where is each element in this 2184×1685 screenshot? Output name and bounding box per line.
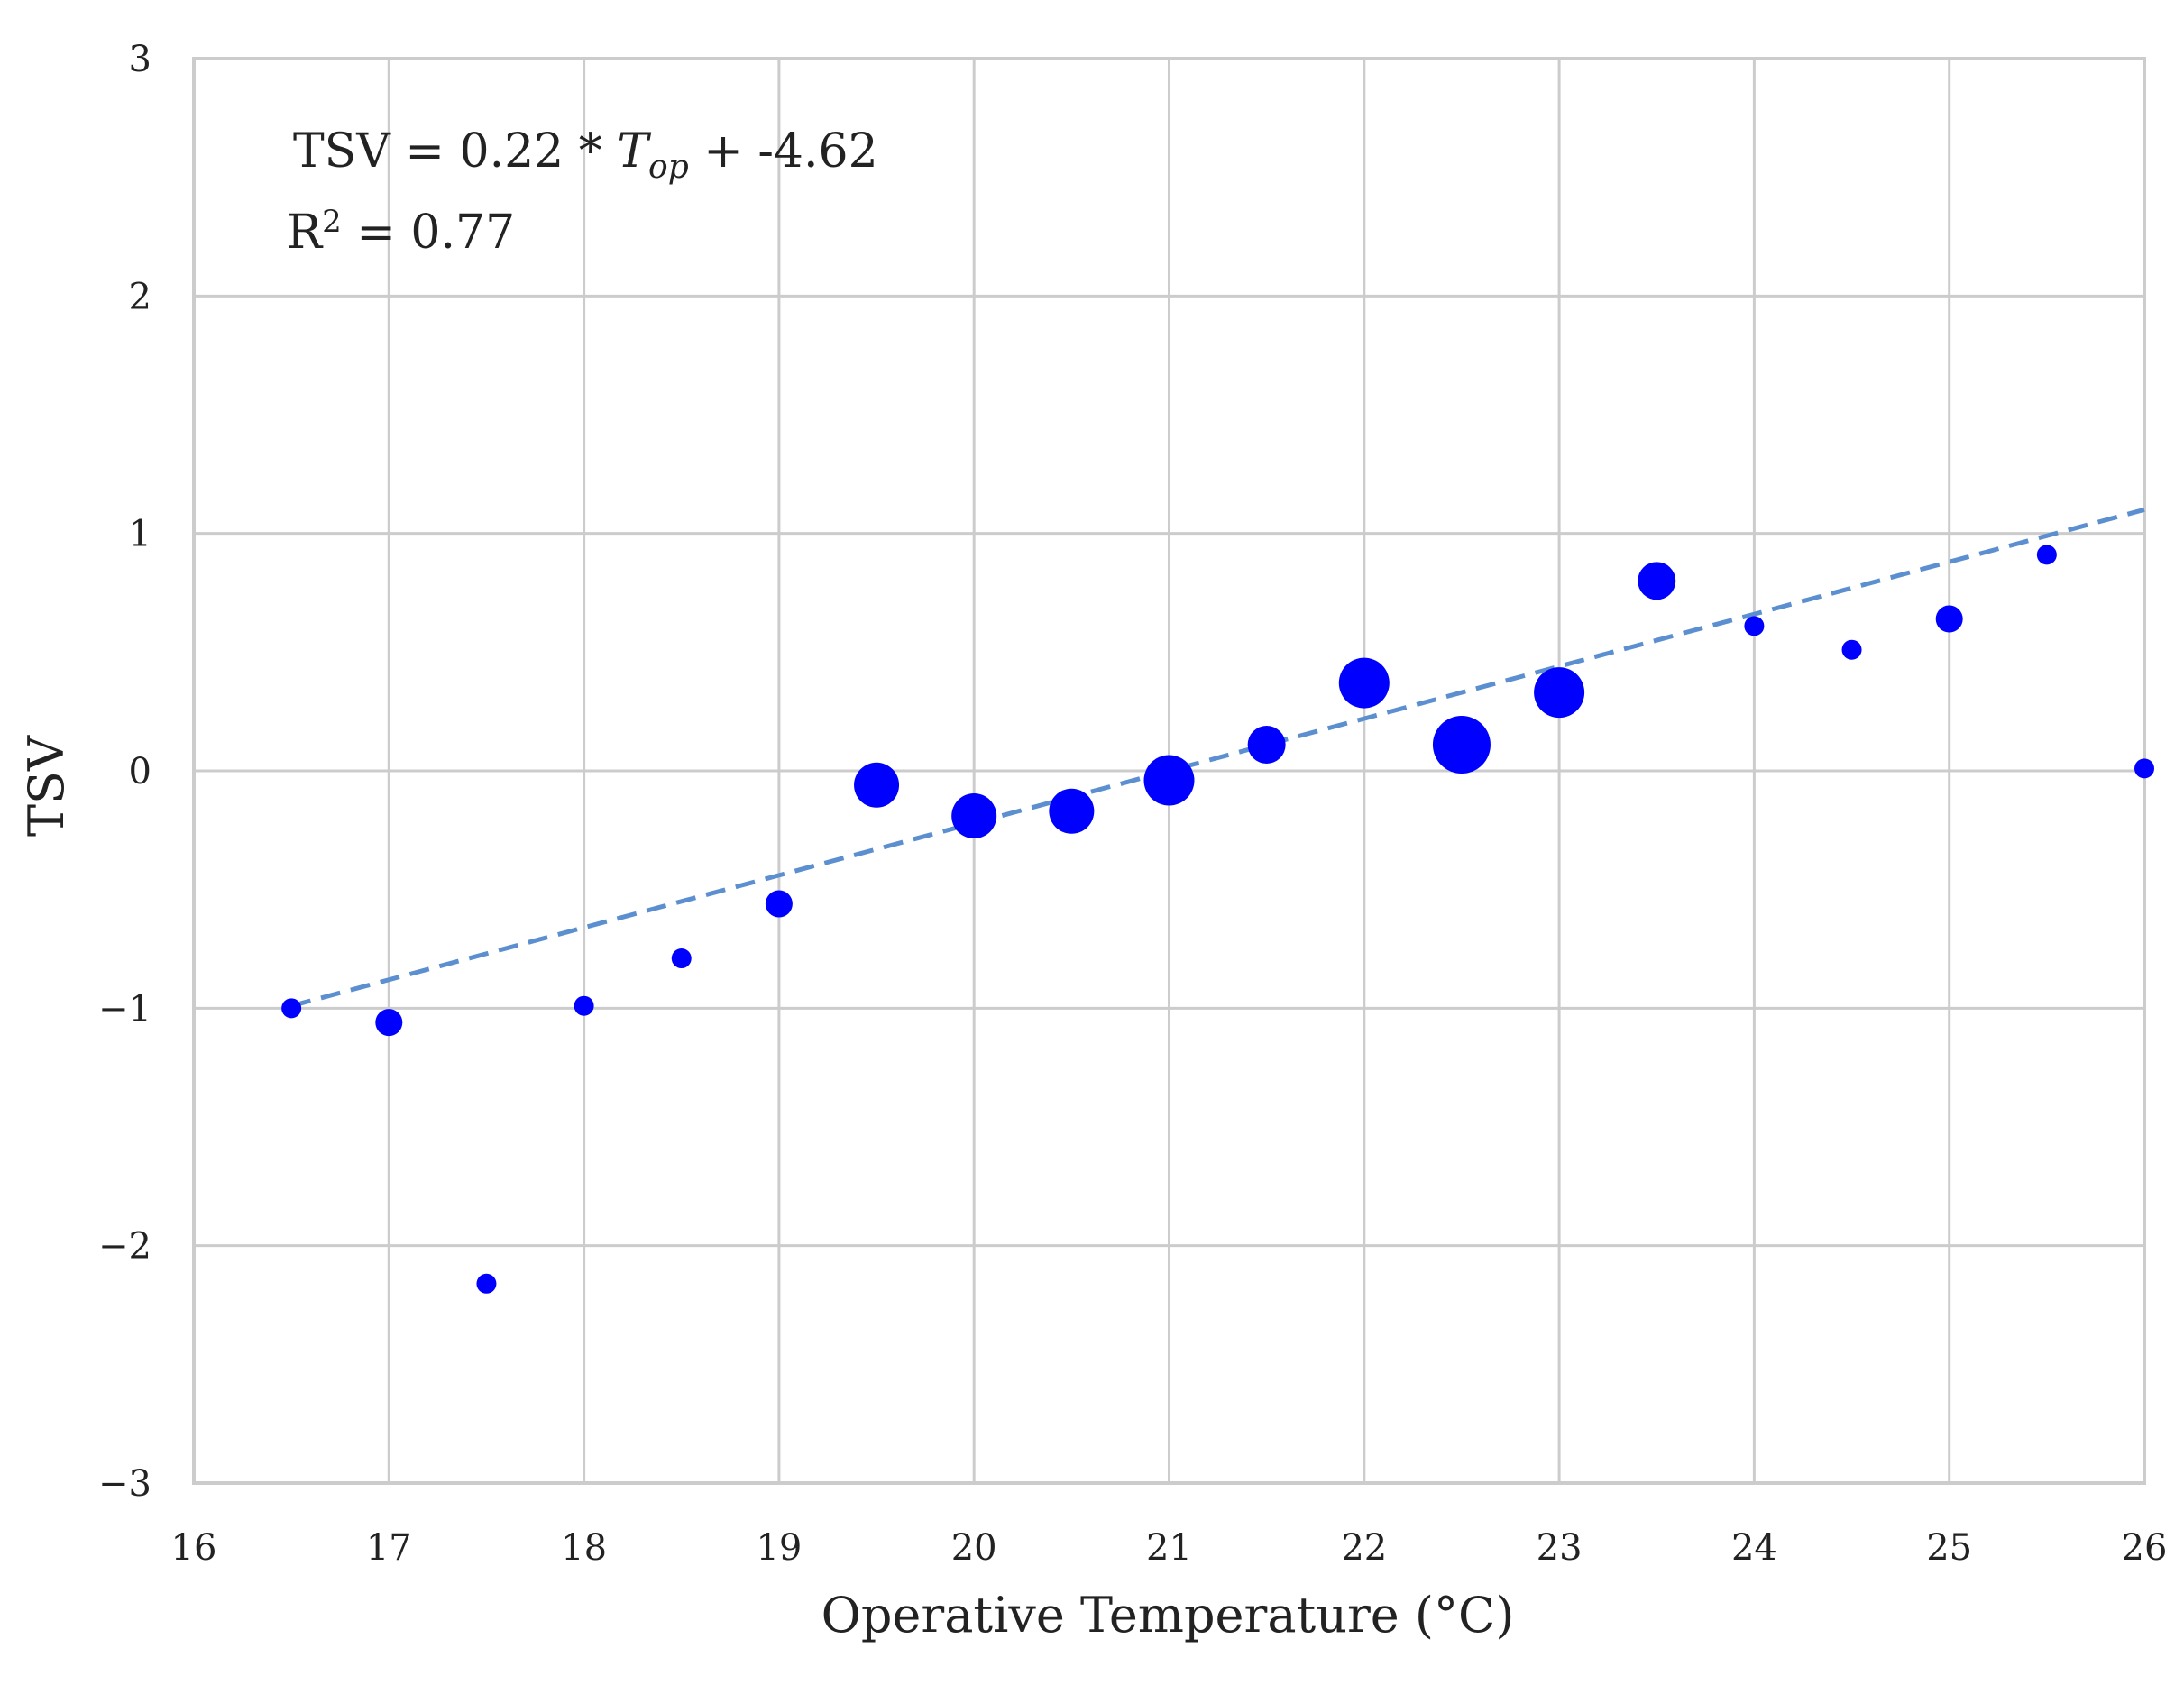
y-tick-label: −2	[98, 1226, 151, 1268]
x-axis-label: Operative Temperature (°C)	[821, 1587, 1515, 1644]
data-point	[765, 890, 793, 918]
y-tick-label: −3	[98, 1463, 151, 1505]
y-tick-labels: −3 −2 −1 0 1 2 3	[98, 39, 151, 1505]
data-point	[2134, 758, 2154, 779]
data-point	[476, 1273, 497, 1294]
x-tick-label: 24	[1731, 1527, 1777, 1569]
data-point	[281, 998, 302, 1019]
x-tick-label: 20	[951, 1527, 997, 1569]
x-tick-label: 16	[171, 1527, 217, 1569]
data-point	[1432, 716, 1491, 774]
x-tick-label: 25	[1926, 1527, 1972, 1569]
r-squared-label: R2 = 0.77	[287, 204, 515, 260]
regression-line	[290, 507, 2145, 1009]
data-point	[1534, 667, 1585, 719]
data-point	[1935, 605, 1963, 633]
y-tick-label: 0	[129, 751, 151, 792]
data-point	[375, 1009, 403, 1037]
data-point	[1744, 616, 1765, 636]
data-point	[1638, 562, 1676, 600]
data-point	[574, 995, 594, 1016]
x-tick-label: 18	[561, 1527, 607, 1569]
regression-equation: TSV = 0.22 * Top + -4.62	[293, 124, 878, 186]
x-tick-label: 23	[1537, 1527, 1583, 1569]
data-points	[281, 545, 2154, 1294]
x-tick-label: 17	[366, 1527, 412, 1569]
y-tick-label: 2	[129, 276, 151, 317]
x-tick-labels: 16 17 18 19 20 21 22 23 24 25 26	[171, 1527, 2168, 1569]
data-point	[1841, 639, 1862, 660]
data-point	[671, 948, 692, 969]
data-point	[854, 762, 900, 808]
y-tick-label: 1	[129, 514, 151, 555]
data-point	[951, 793, 997, 839]
fit-line-group	[290, 507, 2145, 1009]
data-point	[2036, 545, 2057, 565]
data-point	[1143, 755, 1195, 806]
y-tick-label: −1	[98, 988, 151, 1030]
y-tick-label: 3	[129, 39, 151, 80]
data-point	[1049, 788, 1095, 834]
x-tick-label: 22	[1341, 1527, 1387, 1569]
y-axis-label: TSV	[18, 735, 75, 837]
x-tick-label: 21	[1146, 1527, 1192, 1569]
x-tick-label: 26	[2122, 1527, 2168, 1569]
x-tick-label: 19	[756, 1527, 802, 1569]
data-point	[1247, 726, 1286, 765]
data-point	[1338, 657, 1390, 709]
